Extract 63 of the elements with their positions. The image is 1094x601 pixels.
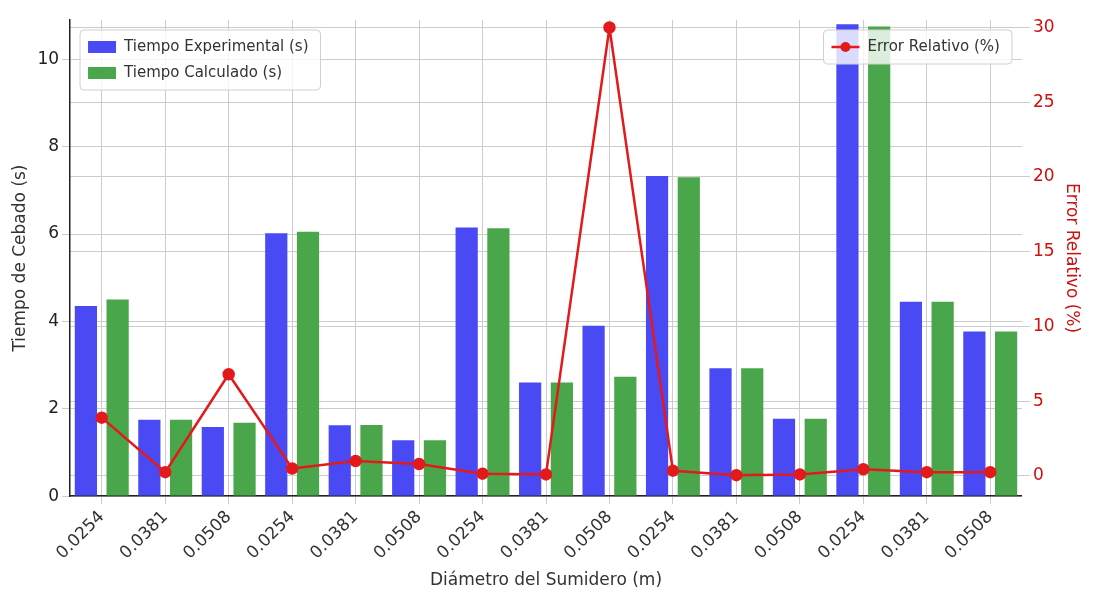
y2-tick-label: 30 [1032,15,1055,36]
bar [550,382,573,496]
point [603,21,616,34]
y2-tick-label: 10 [1032,314,1055,335]
bar [741,368,764,496]
legend-label: Error Relativo (%) [867,36,1000,55]
y2-tick-label: 20 [1032,165,1055,186]
y2-tick-label: 0 [1032,464,1044,485]
point [285,462,299,475]
bar [233,422,256,496]
y2-tick-label: 25 [1032,90,1055,111]
point [95,411,109,424]
bar [487,228,510,496]
bar [392,440,415,496]
point [412,457,426,471]
point [793,468,807,481]
y-axis-title: Tiempo de Cebado (s) [8,164,29,353]
bar [360,424,383,496]
bar [772,418,796,496]
bar [423,440,447,496]
bar [995,331,1018,496]
point [539,468,553,481]
bar [709,368,732,496]
y2-tick-label: 15 [1032,240,1055,261]
bar [963,331,986,496]
bar [106,299,129,496]
bar [519,382,542,496]
y2-tick-label: 5 [1032,389,1044,410]
bar [169,419,193,496]
bar [836,24,859,496]
point [730,468,743,482]
bar [804,418,827,496]
legend-label: Tiempo Experimental (s) [123,36,309,55]
y-tick-label: 8 [48,135,60,156]
bar [265,233,288,496]
y-tick-label: 2 [48,397,60,418]
point [857,462,870,476]
point [983,465,997,479]
bar [677,177,700,496]
bar [899,301,923,496]
point [158,465,172,479]
point [920,465,934,479]
bar [455,227,478,496]
y2-axis-title: Error Relativo (%) [1063,182,1084,334]
point [666,464,680,477]
point [349,454,362,468]
point [476,467,489,480]
y-tick-label: 0 [48,484,60,505]
bar [931,301,954,496]
bar [614,376,637,496]
y-tick-label: 10 [37,47,60,68]
y-tick-label: 4 [48,309,60,330]
bar [328,425,351,496]
bar [582,325,605,496]
bar [138,419,161,496]
bar [645,175,669,496]
bar [74,306,97,496]
point [222,368,235,381]
y-tick-label: 6 [48,222,60,243]
bar [201,427,224,496]
legend-label: Tiempo Calculado (s) [123,62,283,81]
x-axis-title: Diámetro del Sumidero (m) [429,569,663,590]
bar [296,231,320,496]
